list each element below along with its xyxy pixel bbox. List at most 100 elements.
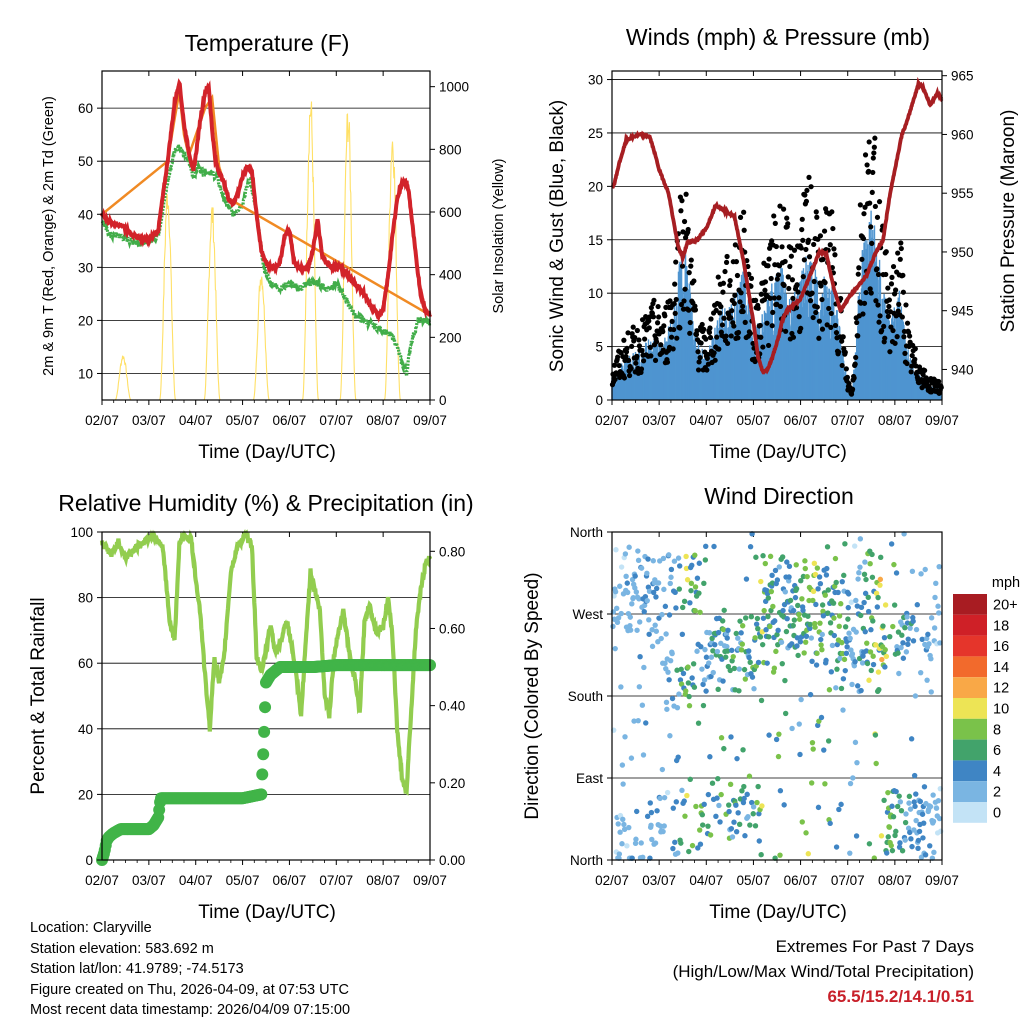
temperature-xtick-label: 04/07 [179, 413, 213, 428]
gust-point [747, 330, 754, 337]
station-latlon: Station lat/lon: 41.9789; -74.5173 [30, 961, 244, 978]
direction-point [720, 678, 726, 684]
direction-point [799, 596, 805, 602]
direction-point [614, 605, 620, 612]
direction-point [677, 677, 684, 683]
direction-point [626, 544, 632, 550]
direction-point [680, 604, 686, 611]
direction-point [847, 850, 853, 856]
pressure-ytick-label: 950 [951, 245, 974, 260]
direction-point [894, 803, 901, 810]
winds-xtick-label: 07/07 [831, 413, 865, 428]
pressure-ytick-label: 965 [951, 69, 974, 84]
gust-point [874, 266, 880, 272]
gust-point [752, 358, 758, 365]
direction-point [638, 840, 644, 846]
direction-point [864, 660, 871, 667]
gust-point [892, 340, 898, 346]
gust-point [615, 354, 621, 360]
direction-point [755, 625, 761, 632]
legend-label: 6 [993, 743, 1001, 759]
direction-point [873, 642, 879, 648]
direction-ytick-label: West [572, 607, 603, 622]
gust-point [912, 346, 918, 352]
gust-point [648, 305, 654, 311]
gust-point [803, 246, 809, 253]
direction-ytick-label: South [568, 689, 603, 704]
direction-point [919, 636, 925, 642]
direction-point [737, 618, 743, 624]
gust-point [735, 335, 741, 341]
direction-xtick-label: 08/07 [878, 873, 912, 888]
direction-point [765, 595, 772, 601]
pressure-line [611, 76, 944, 375]
direction-point [619, 841, 625, 847]
direction-point [612, 589, 619, 595]
direction-point [902, 625, 908, 631]
direction-point [745, 813, 751, 820]
direction-point [763, 627, 769, 633]
direction-point [834, 641, 841, 648]
legend-label: 4 [993, 764, 1001, 780]
direction-point [724, 643, 730, 650]
direction-point [932, 594, 938, 601]
direction-xtick-label: 04/07 [689, 873, 723, 888]
direction-point [771, 665, 778, 671]
direction-point [851, 543, 858, 549]
direction-point [674, 667, 680, 673]
direction-point [852, 739, 859, 746]
direction-point [646, 617, 652, 623]
direction-point [796, 616, 803, 622]
direction-point [815, 804, 822, 811]
gust-point [681, 298, 687, 304]
gust-point [770, 309, 776, 315]
direction-point [794, 643, 800, 649]
direction-point [906, 793, 913, 800]
direction-point [912, 693, 919, 699]
direction-point [862, 628, 868, 635]
gust-point [624, 345, 630, 351]
direction-point [634, 627, 640, 633]
direction-point [787, 597, 794, 604]
direction-point [741, 783, 747, 790]
direction-point [853, 629, 859, 635]
gust-point [840, 334, 846, 340]
direction-point [805, 613, 811, 619]
sonic-wind-series [611, 210, 943, 400]
direction-point [796, 721, 802, 727]
temperature-ytick-label: 40 [78, 207, 93, 222]
direction-point [843, 650, 850, 657]
legend-swatch [953, 594, 987, 615]
direction-point [818, 714, 825, 721]
speed-legend: mph 20+ 18 16 14 12 10 8 6 4 2 0 [953, 575, 1020, 823]
direction-point [926, 641, 932, 647]
gust-point [678, 208, 684, 214]
direction-point [915, 837, 922, 844]
gust-point [903, 302, 909, 308]
direction-point [849, 651, 856, 657]
direction-point [746, 648, 752, 654]
gust-point [694, 328, 700, 334]
direction-point [736, 666, 742, 672]
direction-point [706, 660, 712, 666]
direction-point [678, 681, 685, 687]
gust-point [752, 297, 759, 303]
direction-point [913, 817, 919, 824]
gust-point [908, 369, 914, 375]
gust-point [650, 314, 657, 320]
gust-point [806, 174, 812, 180]
direction-point [683, 553, 689, 560]
humidity-xlabel: Time (Day/UTC) [198, 902, 336, 923]
gust-point [816, 318, 822, 324]
direction-point [747, 544, 754, 550]
gust-point [687, 330, 693, 336]
gust-point [808, 184, 814, 190]
legend-swatch [953, 760, 987, 782]
direction-point [928, 689, 934, 695]
gust-point [885, 285, 891, 291]
gust-point [843, 366, 849, 372]
legend-label: 8 [993, 722, 1001, 738]
direction-xtick-label: 03/07 [642, 873, 676, 888]
direction-point [742, 615, 749, 621]
gust-point [720, 289, 726, 295]
